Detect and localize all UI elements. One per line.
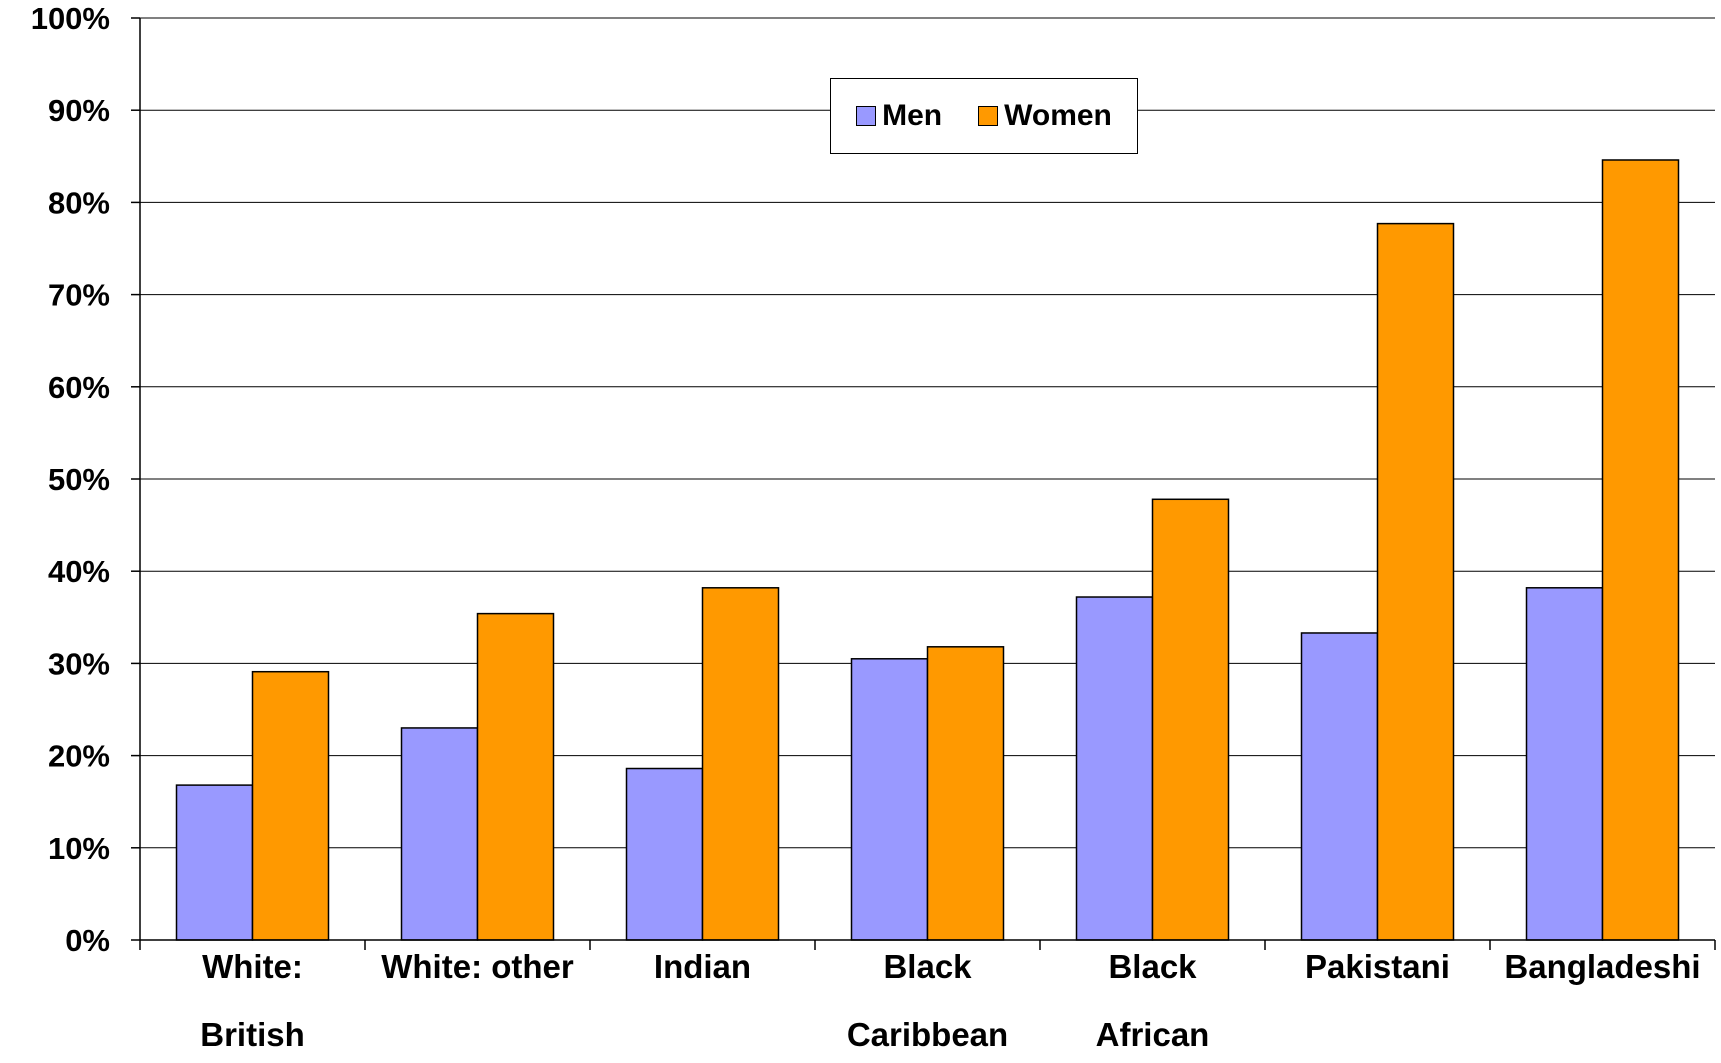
bar-men <box>400 727 479 941</box>
legend: Men Women <box>830 78 1138 154</box>
legend-swatch-women <box>978 106 999 126</box>
x-axis-labels: White: British White: other Indian Black Cari… <box>200 948 1700 1053</box>
x-category-label: White: other <box>381 948 574 985</box>
y-tick-label: 90% <box>48 93 110 128</box>
y-tick-label: 30% <box>48 646 110 681</box>
y-tick-label: 60% <box>48 370 110 405</box>
y-tick-label: 80% <box>48 185 110 220</box>
bar-men <box>625 767 704 941</box>
x-category-label: Indian <box>654 948 751 985</box>
bar-women <box>476 612 555 941</box>
x-category-label: Black <box>883 948 972 985</box>
y-tick-label: 40% <box>48 554 110 589</box>
legend-item-women: Women <box>978 99 1112 133</box>
bar-men <box>1300 632 1379 941</box>
legend-swatch-men <box>856 106 877 126</box>
legend-label-men: Men <box>882 99 943 132</box>
y-tick-label: 10% <box>48 831 110 866</box>
x-category-label: White: <box>202 948 303 985</box>
bar-women <box>1601 159 1680 941</box>
y-tick-label: 100% <box>31 1 110 36</box>
x-category-label: Black <box>1108 948 1197 985</box>
bar-men <box>1075 596 1154 941</box>
bar-women <box>926 646 1005 941</box>
x-category-label: British <box>200 1016 305 1053</box>
legend-item-men: Men <box>856 99 942 133</box>
x-category-label: Bangladeshi <box>1504 948 1700 985</box>
bar-women <box>1376 222 1455 941</box>
bar-women <box>251 670 330 941</box>
y-axis-ticks: 0% 10% 20% 30% 40% 50% 60% 70% 80% 90% 100% <box>31 1 140 958</box>
legend-label-women: Women <box>1004 99 1112 132</box>
y-tick-label: 70% <box>48 278 110 313</box>
bar-men <box>175 784 254 941</box>
bar-women <box>1151 498 1230 941</box>
x-category-label: Caribbean <box>847 1016 1008 1053</box>
y-tick-label: 20% <box>48 739 110 774</box>
bars <box>175 159 1680 941</box>
bar-men <box>1525 587 1604 941</box>
bar-men <box>850 658 929 941</box>
x-category-label: African <box>1096 1016 1210 1053</box>
y-tick-label: 0% <box>65 923 110 958</box>
bar-women <box>701 587 780 941</box>
x-category-label: Pakistani <box>1305 948 1450 985</box>
y-tick-label: 50% <box>48 462 110 497</box>
